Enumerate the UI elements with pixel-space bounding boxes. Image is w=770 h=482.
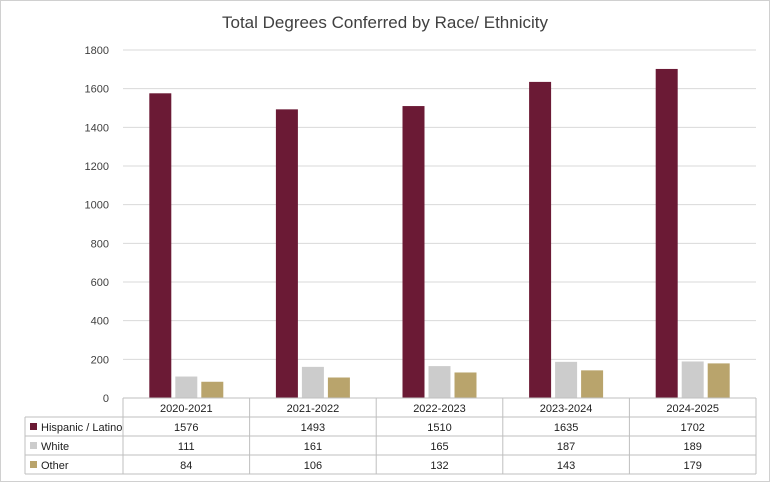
table-value: 179	[684, 460, 702, 472]
legend-label: Other	[41, 460, 69, 472]
bar-white-2020-2021	[175, 376, 198, 398]
gridlines	[123, 49, 756, 399]
y-tick-label: 800	[91, 238, 109, 250]
category-label: 2021-2022	[287, 403, 340, 415]
category-label: 2022-2023	[413, 403, 466, 415]
y-tick-label: 1400	[85, 122, 109, 134]
bar-hispanic-latino-2022-2023	[402, 106, 425, 399]
y-tick-label: 1000	[85, 200, 109, 212]
bar-white-2021-2022	[301, 366, 324, 398]
y-tick-label: 400	[91, 316, 109, 328]
legend-key	[30, 423, 37, 430]
y-tick-label: 600	[91, 277, 109, 289]
table-value: 1635	[554, 422, 578, 434]
bar-hispanic-latino-2020-2021	[149, 93, 172, 398]
bar-other-2023-2024	[581, 370, 604, 398]
y-tick-label: 200	[91, 354, 109, 366]
table-value: 84	[180, 460, 192, 472]
legend-key	[30, 461, 37, 468]
table-value: 132	[430, 460, 448, 472]
legend-label: Hispanic / Latino	[41, 422, 122, 434]
chart-title: Total Degrees Conferred by Race/ Ethnici…	[222, 13, 548, 32]
bar-white-2024-2025	[681, 361, 704, 398]
category-label: 2020-2021	[160, 403, 213, 415]
y-tick-label: 1800	[85, 45, 109, 57]
bar-other-2024-2025	[707, 363, 730, 398]
data-table: 2020-2021 2021-2022 2022-2023 2023-2024 2024…	[24, 397, 757, 475]
table-value: 161	[304, 441, 322, 453]
table-value: 106	[304, 460, 322, 472]
bar-other-2021-2022	[327, 377, 350, 398]
bar-hispanic-latino-2024-2025	[655, 68, 678, 399]
table-value: 187	[557, 441, 575, 453]
category-label: 2024-2025	[666, 403, 719, 415]
bar-white-2023-2024	[555, 361, 578, 398]
table-value: 1702	[680, 422, 704, 434]
bars	[149, 68, 730, 399]
bar-hispanic-latino-2021-2022	[275, 109, 298, 398]
y-tick-label: 1200	[85, 161, 109, 173]
bar-other-2020-2021	[201, 381, 224, 398]
table-value: 1510	[427, 422, 451, 434]
category-label: 2023-2024	[540, 403, 593, 415]
table-value: 111	[178, 441, 195, 453]
legend-key	[30, 442, 37, 449]
table-value: 1493	[301, 422, 325, 434]
table-value: 165	[430, 441, 448, 453]
y-axis-ticks: 0 200 400 600 800 1000 1200 1400 1600 1800	[85, 45, 109, 405]
legend-label: White	[41, 441, 69, 453]
bar-white-2022-2023	[428, 366, 451, 398]
table-value: 189	[684, 441, 702, 453]
table-value: 1576	[174, 422, 198, 434]
y-tick-label: 0	[103, 393, 109, 405]
y-tick-label: 1600	[85, 84, 109, 96]
table-value: 143	[557, 460, 575, 472]
bar-hispanic-latino-2023-2024	[529, 81, 552, 399]
bar-other-2022-2023	[454, 372, 477, 398]
